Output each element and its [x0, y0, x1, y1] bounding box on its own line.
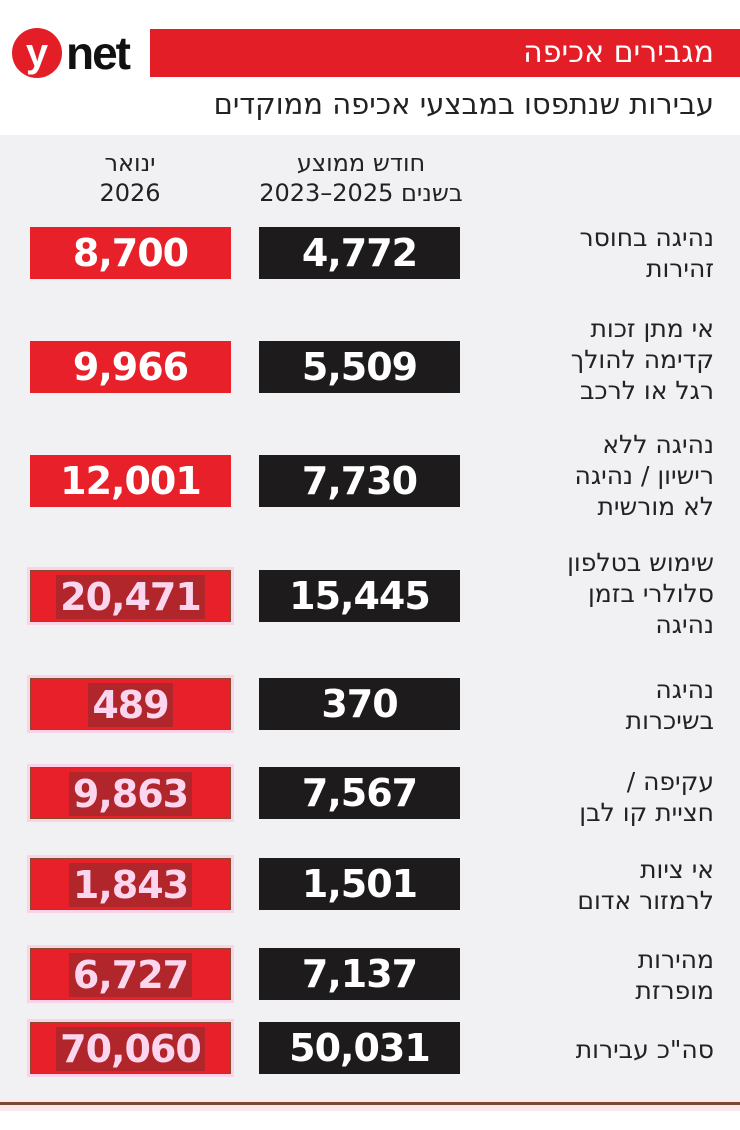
row-label-line: נהיגה ללא — [602, 430, 714, 459]
row-label-line: חציית קו לבן — [579, 798, 714, 827]
january-value-box: 6,727 — [30, 948, 231, 1000]
average-value: 1,501 — [301, 862, 418, 906]
column-header-line: בשנים 2025–2023 — [259, 179, 463, 207]
average-value-box: 7,730 — [259, 455, 460, 507]
subtitle: עבירות שנתפסו במבצעי אכיפה ממוקדים — [213, 87, 714, 121]
row-label: שימוש בטלפון סלולרי בזמן נהיגה — [484, 547, 714, 640]
row-label-line: זהירות — [646, 254, 714, 283]
average-value: 370 — [321, 682, 398, 726]
january-value: 1,843 — [68, 863, 193, 907]
row-label: אי ציות לרמזור אדום — [484, 854, 714, 916]
average-value: 50,031 — [289, 1026, 431, 1070]
row-label-line: מופרזת — [635, 976, 714, 1005]
row-label-line: לא מורשית — [597, 492, 714, 521]
row-label-line: לרמזור אדום — [577, 886, 714, 915]
average-value-box: 50,031 — [259, 1022, 460, 1074]
january-value: 12,001 — [60, 459, 202, 503]
row-label-line: סה"כ עבירות — [575, 1035, 714, 1064]
row-label: נהיגה בחוסר זהירות — [484, 222, 714, 284]
average-value-box: 4,772 — [259, 227, 460, 279]
january-value-box: 12,001 — [30, 455, 231, 507]
logo-text: net — [66, 27, 131, 79]
january-value-box: 9,966 — [30, 341, 231, 393]
header: y net מגבירים אכיפה עבירות שנתפסו במבצעי… — [0, 0, 740, 135]
january-value: 8,700 — [72, 231, 189, 275]
average-value-box: 7,567 — [259, 767, 460, 819]
ynet-logo: y net — [12, 27, 131, 79]
january-value-box: 9,863 — [30, 767, 231, 819]
average-value: 15,445 — [289, 574, 431, 618]
january-value-box: 8,700 — [30, 227, 231, 279]
row-label-line: בשיכרות — [625, 706, 714, 735]
row-label: נהיגה בשיכרות — [484, 674, 714, 736]
bottom-rule — [0, 1102, 740, 1105]
average-value: 4,772 — [301, 231, 418, 275]
row-label-line: נהיגה — [655, 675, 714, 704]
january-value: 9,863 — [68, 772, 193, 816]
average-value: 5,509 — [301, 345, 418, 389]
bottom-glow — [0, 1099, 740, 1111]
january-value-box: 1,843 — [30, 858, 231, 910]
row-label-line: רגל או לרכב — [579, 376, 714, 405]
row-label-line: אי ציות — [640, 855, 714, 884]
row-label-line: נהיגה בחוסר — [579, 223, 714, 252]
column-header-line: 2026 — [99, 179, 161, 207]
average-value-box: 15,445 — [259, 570, 460, 622]
average-value-box: 1,501 — [259, 858, 460, 910]
average-value-box: 7,137 — [259, 948, 460, 1000]
january-value-box: 20,471 — [30, 570, 231, 622]
page-title: מגבירים אכיפה — [523, 35, 714, 70]
average-value: 7,730 — [301, 459, 418, 503]
january-value: 70,060 — [56, 1027, 205, 1071]
row-label: עקיפה / חציית קו לבן — [484, 766, 714, 828]
column-header-january: ינואר 2026 — [50, 148, 210, 208]
january-value: 6,727 — [68, 953, 193, 997]
title-bar: מגבירים אכיפה — [150, 29, 740, 77]
average-value-box: 370 — [259, 678, 460, 730]
row-label-line: שימוש בטלפון — [567, 548, 714, 577]
column-header-line: ינואר — [104, 149, 156, 177]
row-label-line: סלולרי בזמן — [587, 579, 714, 608]
row-label: מהירות מופרזת — [484, 944, 714, 1006]
row-label-line: אי מתן זכות — [590, 314, 714, 343]
average-value: 7,567 — [301, 771, 418, 815]
january-value: 20,471 — [56, 575, 205, 619]
column-header-average: חודש ממוצע בשנים 2025–2023 — [236, 148, 486, 208]
logo-mark: y — [12, 28, 62, 78]
row-label: נהיגה ללא רישיון / נהיגה לא מורשית — [484, 429, 714, 522]
row-label-line: נהיגה — [655, 610, 714, 639]
average-value: 7,137 — [301, 952, 418, 996]
january-value: 9,966 — [72, 345, 189, 389]
january-value: 489 — [88, 683, 173, 727]
january-value-box: 70,060 — [30, 1022, 231, 1074]
row-label: אי מתן זכות קדימה להולך רגל או לרכב — [484, 313, 714, 406]
average-value-box: 5,509 — [259, 341, 460, 393]
row-label-line: מהירות — [637, 945, 714, 974]
row-label-line: עקיפה / — [626, 767, 714, 796]
row-label-line: קדימה להולך — [570, 345, 714, 374]
january-value-box: 489 — [30, 678, 231, 730]
row-label: סה"כ עבירות — [484, 1034, 714, 1065]
column-header-line: חודש ממוצע — [296, 149, 426, 177]
row-label-line: רישיון / נהיגה — [574, 461, 714, 490]
